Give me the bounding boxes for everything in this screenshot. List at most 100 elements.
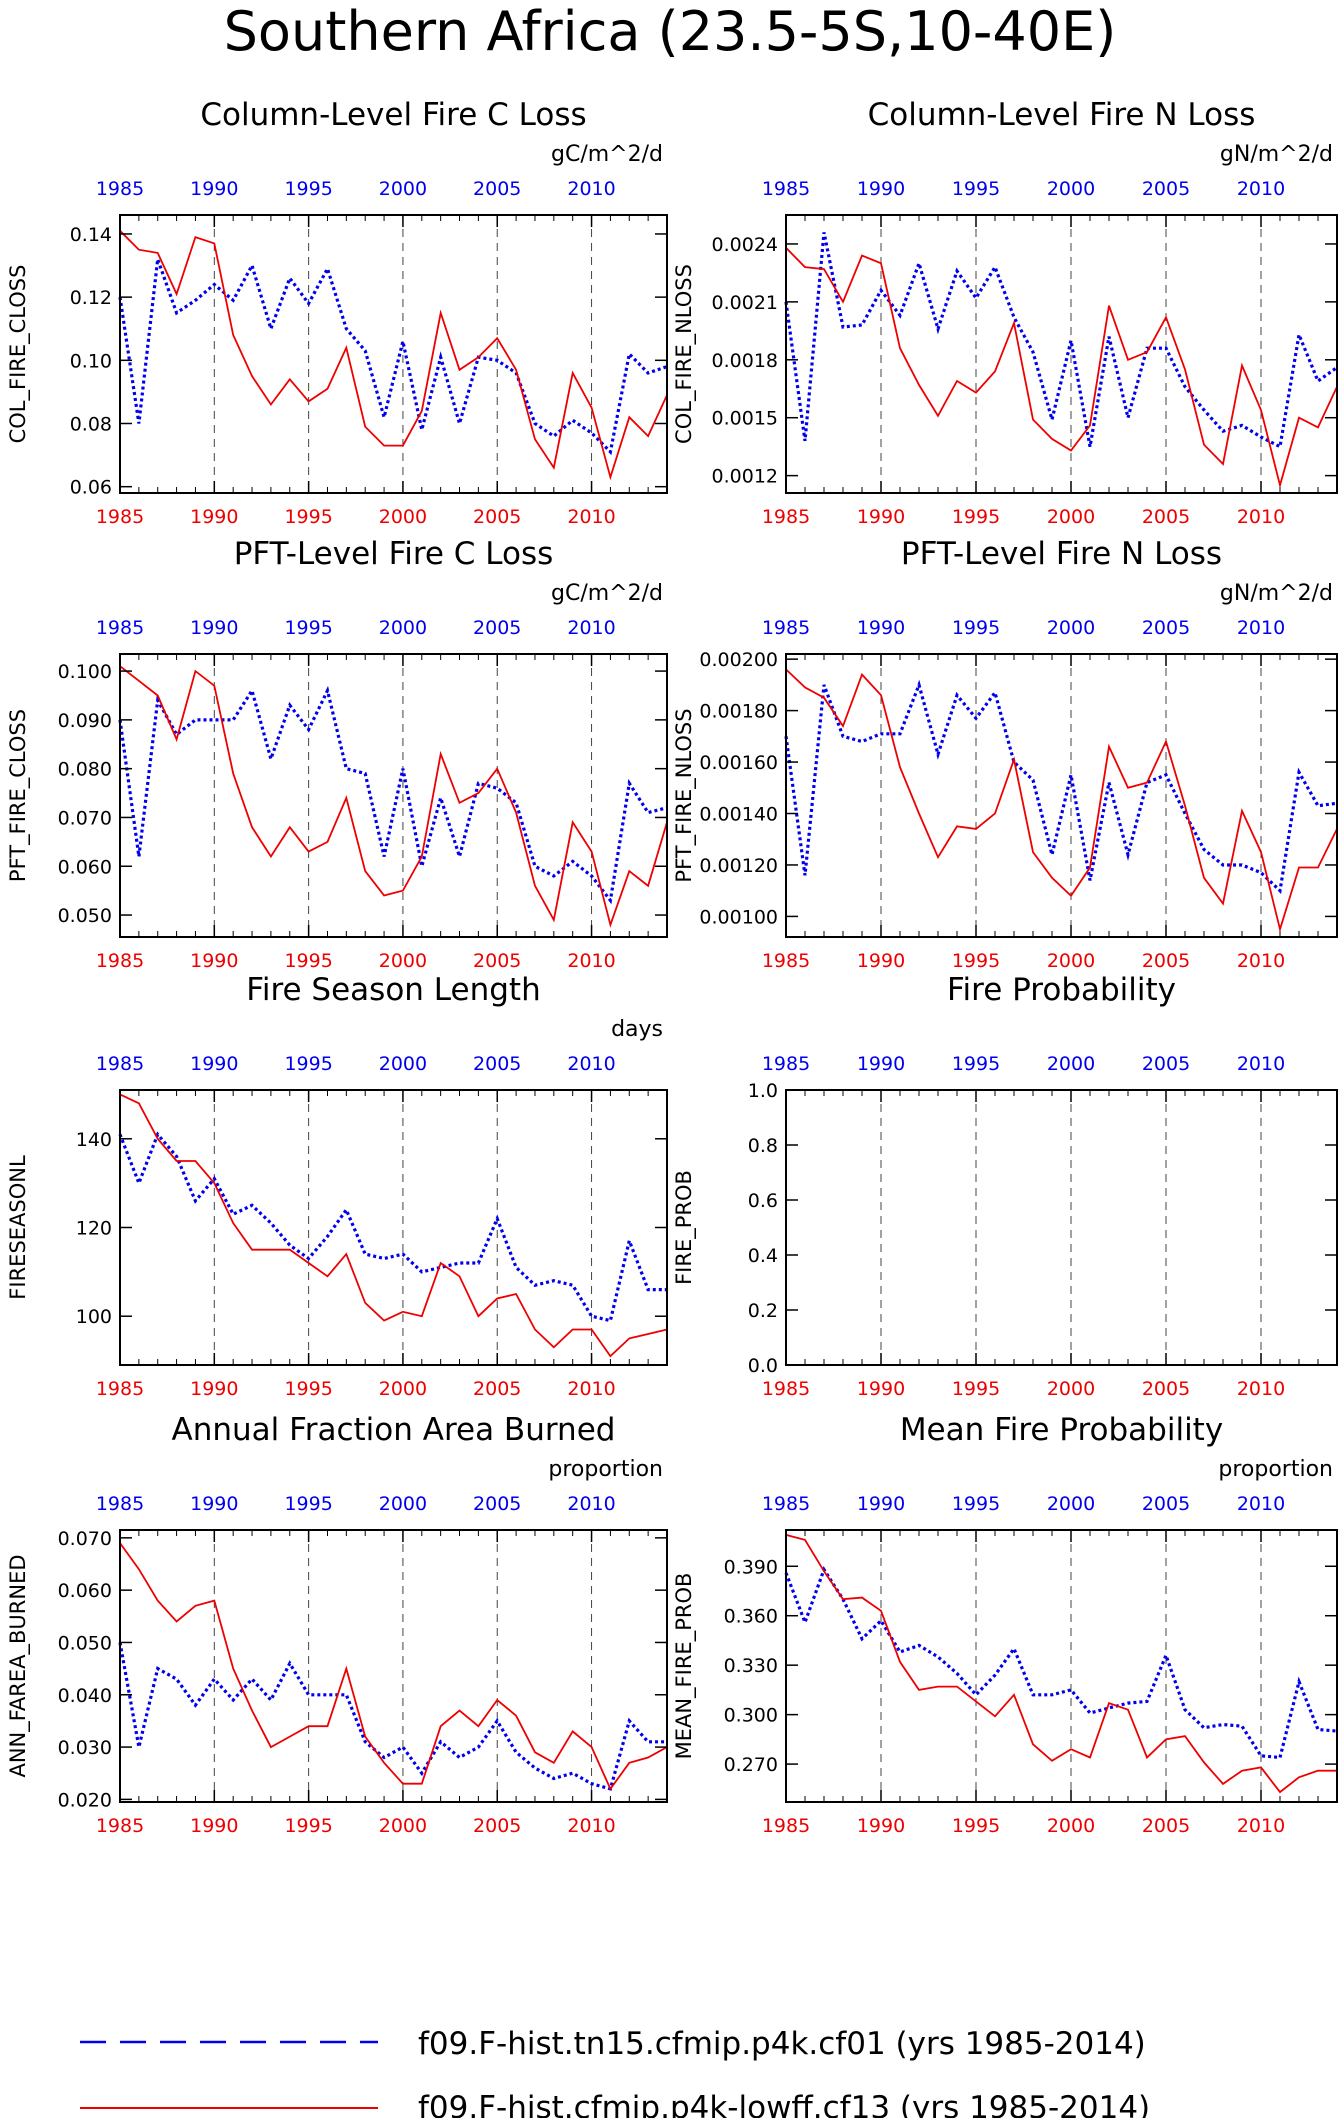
x-tick-label-bottom: 1990 xyxy=(857,950,905,972)
series-line-case2 xyxy=(119,665,668,928)
x-tick-label-top: 1985 xyxy=(762,1493,810,1515)
x-tick-label-top: 1995 xyxy=(952,1053,1000,1075)
x-tick-label-top: 1995 xyxy=(284,1053,332,1075)
x-tick-label-bottom: 2005 xyxy=(1142,1815,1190,1837)
series-line-case1 xyxy=(118,1642,667,1791)
x-tick-label-top: 2000 xyxy=(1047,1493,1095,1515)
y-tick-label: 0.10 xyxy=(70,350,112,372)
panel-units: gC/m^2/d xyxy=(551,142,663,167)
x-tick-label-bottom: 2000 xyxy=(1047,950,1095,972)
x-tick-label-top: 1995 xyxy=(284,617,332,639)
y-tick-label: 0.040 xyxy=(58,1685,112,1707)
y-axis-label: COL_FIRE_NLOSS xyxy=(672,264,697,444)
x-tick-label-bottom: 1995 xyxy=(952,1815,1000,1837)
x-tick-label-top: 1990 xyxy=(190,1493,238,1515)
y-tick-label: 0.330 xyxy=(724,1655,778,1677)
y-tick-label: 0.4 xyxy=(748,1245,778,1267)
x-tick-label-bottom: 1985 xyxy=(96,506,144,528)
x-tick-label-bottom: 2010 xyxy=(567,1815,615,1837)
panel-1: Column-Level Fire C Loss gC/m^2/d 0.06 0.08… xyxy=(6,97,668,528)
y-tick-label: 0.060 xyxy=(58,1580,112,1602)
y-tick-label: 0.0015 xyxy=(712,408,778,430)
series-line-case2 xyxy=(785,668,1338,933)
x-tick-label-bottom: 1995 xyxy=(284,506,332,528)
x-tick-label-bottom: 1995 xyxy=(284,1815,332,1837)
panel-3: PFT-Level Fire C Loss gC/m^2/d 0.050 0.060 0… xyxy=(6,536,668,972)
x-tick-label-bottom: 1995 xyxy=(284,950,332,972)
x-tick-label-bottom: 2000 xyxy=(379,506,427,528)
panel-title: Fire Probability xyxy=(947,972,1176,1008)
y-tick-label: 0.390 xyxy=(724,1556,778,1578)
y-axis-label: FIRE_PROB xyxy=(672,1170,697,1285)
y-axis-label: MEAN_FIRE_PROB xyxy=(672,1573,697,1760)
x-tick-label-top: 2005 xyxy=(1142,617,1190,639)
x-tick-label-top: 2010 xyxy=(567,1493,615,1515)
panel-6: Fire Probability 0.0 0.2 0.4 0.6 0.8 1.0 1985 19… xyxy=(672,972,1338,1400)
y-tick-label: 0.060 xyxy=(58,856,112,878)
x-tick-label-top: 1985 xyxy=(96,617,144,639)
y-tick-label: 0.360 xyxy=(724,1606,778,1628)
x-tick-label-bottom: 1985 xyxy=(762,1378,810,1400)
panel-2: Column-Level Fire N Loss gN/m^2/d 0.0012 0.… xyxy=(672,97,1338,528)
panel-units: gN/m^2/d xyxy=(1220,581,1333,606)
y-axis-label: FIRESEASONL xyxy=(6,1155,30,1300)
panel-title: PFT-Level Fire N Loss xyxy=(901,536,1222,572)
x-tick-label-top: 1990 xyxy=(857,1493,905,1515)
plot-frame xyxy=(119,653,668,938)
y-tick-label: 0.300 xyxy=(724,1705,778,1727)
y-tick-label: 0.00140 xyxy=(699,804,778,826)
panel-title: Fire Season Length xyxy=(246,972,540,1008)
x-tick-label-bottom: 1985 xyxy=(762,506,810,528)
x-tick-label-top: 1995 xyxy=(284,178,332,200)
x-tick-label-top: 2000 xyxy=(1047,1053,1095,1075)
x-tick-label-bottom: 2010 xyxy=(567,506,615,528)
plot-frame xyxy=(119,214,668,494)
panel-units: proportion xyxy=(548,1457,663,1482)
panels: Column-Level Fire C Loss gC/m^2/d 0.06 0.08… xyxy=(6,97,1338,1837)
panel-units: days xyxy=(611,1017,663,1042)
x-tick-label-top: 1995 xyxy=(952,617,1000,639)
x-tick-label-top: 2005 xyxy=(473,1053,521,1075)
series-line-case2 xyxy=(119,1542,668,1791)
x-tick-label-bottom: 1990 xyxy=(190,950,238,972)
x-tick-label-bottom: 2000 xyxy=(379,950,427,972)
x-tick-label-bottom: 1990 xyxy=(857,506,905,528)
series-line-case1 xyxy=(784,679,1338,894)
x-tick-label-top: 1985 xyxy=(762,178,810,200)
series-line-case2 xyxy=(785,1534,1337,1794)
panel-units: gN/m^2/d xyxy=(1220,142,1333,167)
y-tick-label: 0.090 xyxy=(58,710,112,732)
panel-4: PFT-Level Fire N Loss gN/m^2/d 0.00100 0.00… xyxy=(672,536,1338,972)
series-line-case1 xyxy=(118,685,668,905)
x-tick-label-bottom: 1985 xyxy=(96,950,144,972)
y-tick-label: 0.6 xyxy=(748,1190,778,1212)
x-tick-label-top: 2010 xyxy=(1237,1493,1285,1515)
panel-title: Column-Level Fire N Loss xyxy=(868,97,1256,133)
y-tick-label: 0.14 xyxy=(70,224,112,246)
x-tick-label-top: 2005 xyxy=(473,617,521,639)
x-tick-label-bottom: 1985 xyxy=(96,1378,144,1400)
x-tick-label-bottom: 2010 xyxy=(567,1378,615,1400)
x-tick-label-top: 2000 xyxy=(379,1493,427,1515)
x-tick-label-bottom: 2010 xyxy=(1237,1815,1285,1837)
figure-title: Southern Africa (23.5-5S,10-40E) xyxy=(224,0,1117,63)
x-tick-label-bottom: 2005 xyxy=(473,950,521,972)
x-tick-label-bottom: 1985 xyxy=(762,950,810,972)
series-line-case2 xyxy=(119,1093,668,1358)
y-tick-label: 0.100 xyxy=(58,661,112,683)
x-tick-label-top: 1985 xyxy=(96,1493,144,1515)
y-tick-label: 0.0 xyxy=(748,1355,778,1377)
x-tick-label-bottom: 1995 xyxy=(952,1378,1000,1400)
legend-label-case1: f09.F-hist.tn15.cfmip.p4k.cf01 (yrs 1985… xyxy=(418,2026,1146,2062)
panel-8: Mean Fire Probability proportion 0.270 0.30… xyxy=(672,1412,1338,1837)
x-tick-label-bottom: 2000 xyxy=(1047,1378,1095,1400)
y-tick-label: 0.0021 xyxy=(712,292,778,314)
x-tick-label-bottom: 1995 xyxy=(284,1378,332,1400)
x-tick-label-bottom: 2005 xyxy=(473,1815,521,1837)
x-tick-label-top: 1985 xyxy=(96,1053,144,1075)
plot-frame xyxy=(785,1529,1338,1803)
x-tick-label-top: 1995 xyxy=(952,178,1000,200)
x-tick-label-top: 1990 xyxy=(857,1053,905,1075)
y-tick-label: 0.00200 xyxy=(699,649,778,671)
